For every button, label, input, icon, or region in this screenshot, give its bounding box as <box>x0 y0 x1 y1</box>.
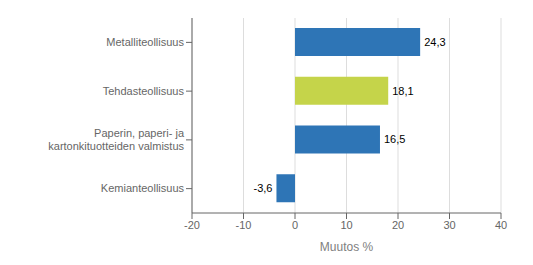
svg-text:40: 40 <box>495 219 507 231</box>
svg-text:Kemianteollisuus: Kemianteollisuus <box>101 182 185 194</box>
svg-text:18,1: 18,1 <box>392 85 413 97</box>
svg-text:20: 20 <box>392 219 404 231</box>
svg-text:Paperin, paperi- jakartonkituo: Paperin, paperi- jakartonkituotteiden va… <box>48 127 185 152</box>
svg-text:0: 0 <box>292 219 298 231</box>
svg-text:-20: -20 <box>184 219 200 231</box>
svg-text:-10: -10 <box>236 219 252 231</box>
svg-text:Metalliteollisuus: Metalliteollisuus <box>106 36 184 48</box>
svg-text:10: 10 <box>340 219 352 231</box>
svg-text:30: 30 <box>443 219 455 231</box>
svg-text:Muutos %: Muutos % <box>320 240 374 254</box>
svg-text:Tehdasteollisuus: Tehdasteollisuus <box>103 85 185 97</box>
svg-text:-3,6: -3,6 <box>253 182 272 194</box>
svg-text:16,5: 16,5 <box>384 133 405 145</box>
svg-text:24,3: 24,3 <box>424 36 445 48</box>
